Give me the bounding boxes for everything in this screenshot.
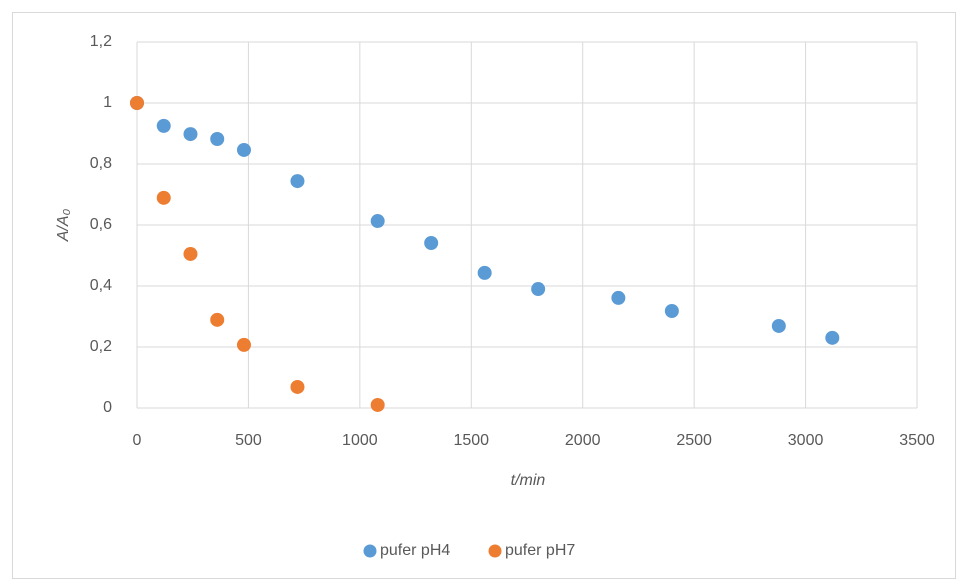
point [370,214,385,229]
x-tick-label: 3000 [788,432,824,449]
y-tick-label: 1,2 [90,33,112,50]
x-tick-label: 1500 [453,432,489,449]
y-tick-label: 0,2 [90,338,112,355]
point [156,190,171,205]
legend-label: pufer pH4 [380,542,450,559]
point [290,174,305,189]
y-tick-label: 1 [103,94,112,111]
point [771,318,786,333]
point [236,337,251,352]
x-tick-label: 2500 [676,432,712,449]
point [664,304,679,319]
point [210,131,225,146]
point [183,127,198,142]
chart-frame [12,12,956,579]
legend-marker [363,544,377,558]
point [825,330,840,345]
point [156,118,171,133]
y-tick-label: 0,4 [90,277,112,294]
y-axis-label: A/A₀ [55,208,72,242]
point [531,282,546,297]
point [370,397,385,412]
point [210,312,225,327]
x-tick-label: 1000 [342,432,378,449]
y-tick-label: 0,8 [90,155,112,172]
x-axis-label: t/min [511,472,546,489]
point [236,142,251,157]
legend-marker [488,544,502,558]
y-tick-label: 0,6 [90,216,112,233]
point [477,265,492,280]
x-tick-label: 500 [235,432,262,449]
y-tick-label: 0 [103,399,112,416]
point [424,235,439,250]
point [130,96,144,110]
legend-label: pufer pH7 [505,542,575,559]
x-tick-label: 0 [133,432,142,449]
point [183,246,198,261]
x-tick-label: 3500 [899,432,935,449]
point [611,290,626,305]
x-tick-label: 2000 [565,432,601,449]
point [290,379,305,394]
